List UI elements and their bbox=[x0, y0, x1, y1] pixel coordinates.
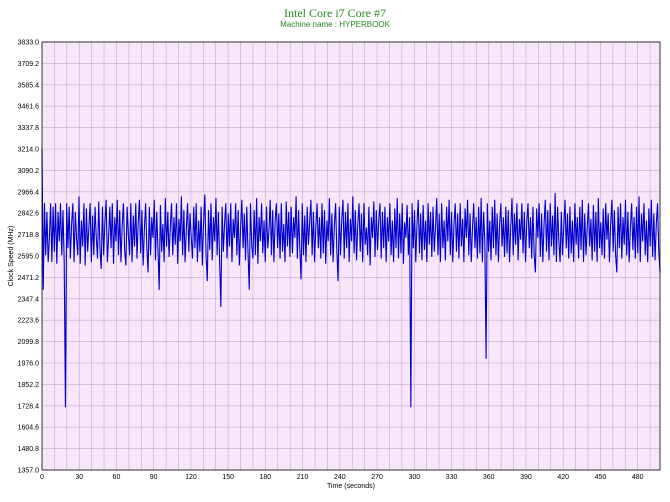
y-tick-label: 3337.8 bbox=[18, 125, 40, 132]
chart-title: Intel Core i7 Core #7 bbox=[284, 6, 386, 20]
x-tick-label: 300 bbox=[408, 474, 420, 481]
x-tick-label: 390 bbox=[520, 474, 532, 481]
x-tick-label: 240 bbox=[334, 474, 346, 481]
x-tick-label: 210 bbox=[297, 474, 309, 481]
x-tick-label: 330 bbox=[446, 474, 458, 481]
chart-subtitle: Machine name : HYPERBOOK bbox=[280, 20, 390, 29]
y-tick-label: 2223.6 bbox=[18, 318, 40, 325]
y-axis-ticks: 1357.0 1480.8 1604.6 1728.4 1852.2 1976.0 2099… bbox=[18, 40, 40, 475]
y-tick-label: 2966.4 bbox=[18, 189, 40, 196]
x-tick-label: 0 bbox=[40, 474, 44, 481]
y-tick-label: 2718.8 bbox=[18, 232, 40, 239]
grid-lines bbox=[42, 41, 660, 471]
x-axis-ticks: 0 30 60 90 120 150 180 210 240 270 300 330 360 390 420… bbox=[40, 474, 644, 481]
y-tick-label: 1728.4 bbox=[18, 403, 40, 410]
y-tick-label: 2099.8 bbox=[18, 339, 40, 346]
y-tick-label: 1357.0 bbox=[18, 468, 40, 475]
y-tick-label: 3461.6 bbox=[18, 104, 40, 111]
y-tick-label: 3833.0 bbox=[18, 40, 40, 47]
x-tick-label: 90 bbox=[150, 474, 158, 481]
y-tick-label: 3214.0 bbox=[18, 147, 40, 154]
x-tick-label: 120 bbox=[185, 474, 197, 481]
y-tick-label: 2471.2 bbox=[18, 275, 40, 282]
x-tick-label: 450 bbox=[595, 474, 607, 481]
x-tick-label: 480 bbox=[632, 474, 644, 481]
x-tick-label: 420 bbox=[557, 474, 569, 481]
y-tick-label: 1604.6 bbox=[18, 425, 40, 432]
x-tick-label: 270 bbox=[371, 474, 383, 481]
y-tick-label: 1852.2 bbox=[18, 382, 40, 389]
y-tick-label: 1976.0 bbox=[18, 361, 40, 368]
clock-speed-series-line bbox=[41, 148, 661, 408]
y-tick-label: 3585.4 bbox=[18, 82, 40, 89]
y-tick-label: 2842.6 bbox=[18, 211, 40, 218]
x-tick-label: 180 bbox=[260, 474, 272, 481]
x-tick-label: 360 bbox=[483, 474, 495, 481]
y-tick-label: 2347.4 bbox=[18, 296, 40, 303]
x-tick-label: 30 bbox=[75, 474, 83, 481]
y-tick-label: 1480.8 bbox=[18, 446, 40, 453]
y-tick-label: 2595.0 bbox=[18, 254, 40, 261]
plot-border bbox=[41, 41, 661, 471]
x-tick-label: 60 bbox=[113, 474, 121, 481]
y-tick-label: 3090.2 bbox=[18, 168, 40, 175]
y-axis-label: Clock Speed (MHz) bbox=[8, 226, 15, 287]
x-tick-label: 150 bbox=[222, 474, 234, 481]
x-axis-label: Time (seconds) bbox=[327, 483, 375, 490]
y-tick-label: 3709.2 bbox=[18, 61, 40, 68]
